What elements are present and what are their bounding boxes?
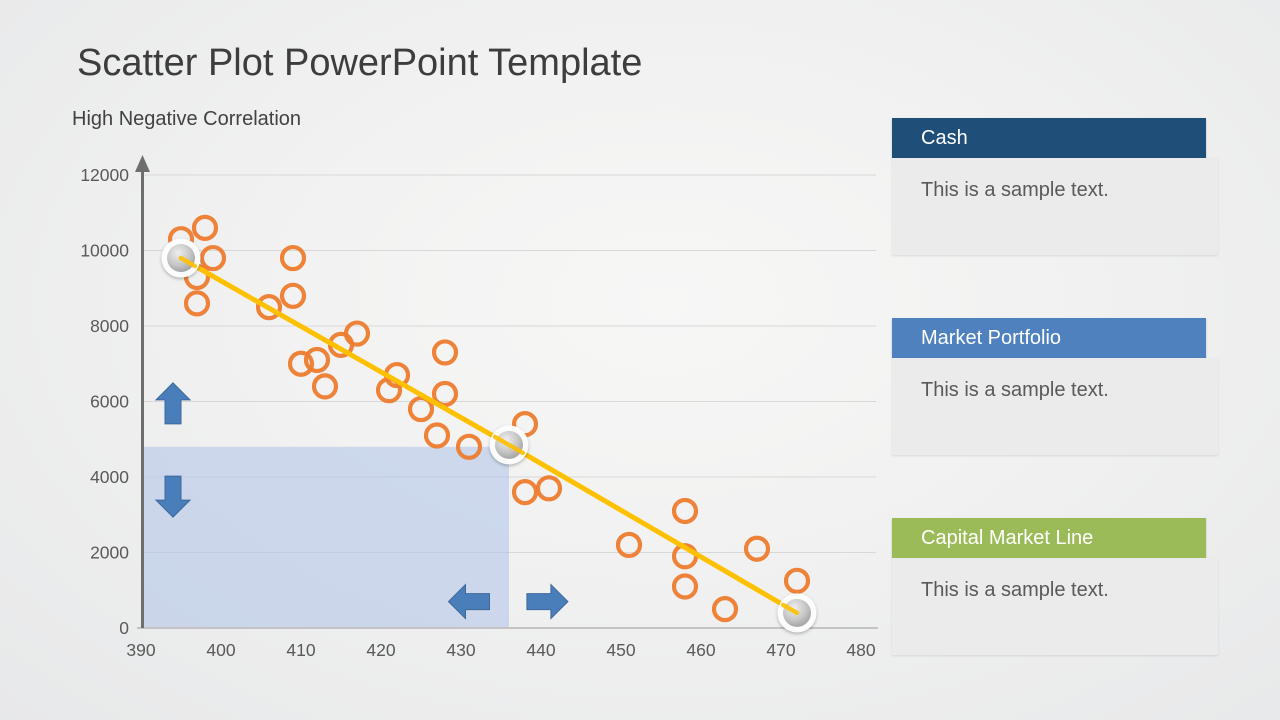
scatter-point-10 [311, 373, 339, 400]
card-capital-market-line: Capital Market Line This is a sample tex… [892, 518, 1218, 655]
scatter-point-26 [671, 573, 699, 600]
y-tick-label-0: 0 [119, 618, 129, 638]
scatter-point-7 [279, 282, 307, 309]
card-market-portfolio: Market Portfolio This is a sample text. [892, 318, 1218, 455]
highlight-region [143, 446, 509, 627]
y-tick-label-8000: 8000 [90, 316, 129, 336]
scatter-point-2 [183, 290, 211, 317]
scatter-point-5 [255, 294, 283, 321]
x-tick-label-410: 410 [286, 640, 315, 660]
scatter-point-23 [615, 531, 643, 559]
scatter-point-27 [711, 596, 739, 623]
x-tick-label-400: 400 [206, 640, 235, 660]
x-tick-label-480: 480 [846, 640, 875, 660]
scatter-point-15 [407, 395, 435, 423]
scatter-point-24 [671, 497, 699, 525]
y-tick-label-2000: 2000 [90, 543, 129, 563]
x-tick-label-460: 460 [686, 640, 715, 660]
card-cash-text: This is a sample text. [892, 158, 1218, 255]
scatter-point-12 [343, 320, 371, 347]
x-tick-label-390: 390 [126, 640, 155, 660]
y-tick-label-4000: 4000 [90, 467, 129, 487]
scatter-point-4 [199, 244, 227, 272]
card-market-portfolio-header: Market Portfolio [892, 318, 1206, 358]
y-tick-label-10000: 10000 [80, 241, 129, 261]
scatter-point-22 [535, 475, 563, 502]
scatter-point-16 [423, 422, 451, 449]
x-tick-label-450: 450 [606, 640, 635, 660]
card-cash-header: Cash [892, 118, 1206, 158]
scatter-point-8 [287, 350, 315, 377]
down-arrow-icon [154, 475, 192, 518]
scatter-point-19 [455, 433, 483, 460]
scatter-point-21 [511, 479, 539, 506]
y-tick-label-6000: 6000 [90, 392, 129, 412]
y-axis-arrowhead-icon [135, 155, 150, 172]
chart-subtitle: High Negative Correlation [72, 108, 302, 130]
scatter-point-28 [743, 535, 771, 562]
trend-marker-stub-2 [780, 602, 800, 616]
slide-title: Scatter Plot PowerPoint Template [77, 42, 643, 84]
card-capital-market-line-header: Capital Market Line [892, 518, 1206, 558]
x-tick-label-430: 430 [446, 640, 475, 660]
scatter-point-6 [279, 244, 307, 272]
scatter-point-18 [431, 380, 459, 408]
left-arrow-icon [447, 583, 490, 620]
card-capital-market-line-text: This is a sample text. [892, 558, 1218, 655]
x-tick-label-420: 420 [366, 640, 395, 660]
up-arrow-icon [154, 382, 192, 425]
scatter-point-9 [303, 346, 331, 374]
scatter-point-3 [191, 214, 219, 241]
scatter-point-29 [783, 567, 811, 594]
trend-marker-stub-0 [178, 255, 198, 269]
card-cash: Cash This is a sample text. [892, 118, 1218, 255]
x-tick-label-470: 470 [766, 640, 795, 660]
right-arrow-icon [526, 583, 569, 620]
card-market-portfolio-text: This is a sample text. [892, 358, 1218, 455]
y-tick-label-12000: 12000 [80, 165, 129, 185]
scatter-point-17 [431, 339, 459, 366]
x-tick-label-440: 440 [526, 640, 555, 660]
trend-marker-stub-1 [492, 434, 526, 456]
